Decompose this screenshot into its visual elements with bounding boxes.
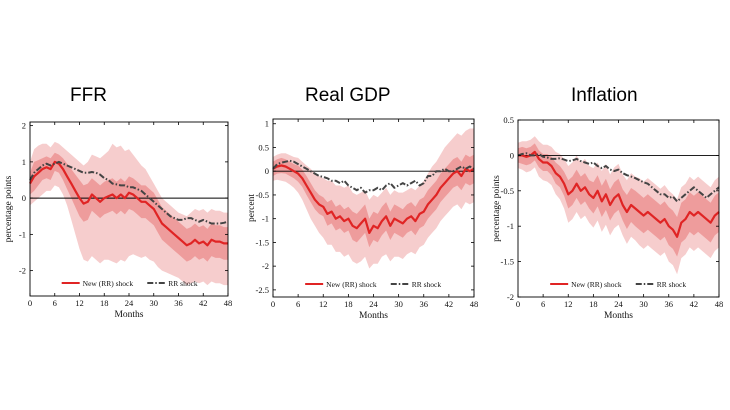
ffr-x-tick-label: 12 — [75, 298, 84, 308]
inflation-x-tick-label: 24 — [614, 299, 623, 309]
inflation-y-tick-label: -1.5 — [501, 257, 514, 267]
inflation-x-tick-label: 42 — [690, 299, 699, 309]
inflation-legend-label-new-rr-shock: New (RR) shock — [571, 280, 622, 289]
inflation-y-tick-label: -2 — [507, 292, 514, 302]
ffr-inner-confidence-band — [30, 152, 228, 262]
ffr-y-tick-label: -2 — [19, 266, 26, 276]
ffr-y-tick-label: 1 — [22, 157, 26, 167]
real-gdp-y-tick-label: -1 — [262, 214, 269, 224]
inflation-y-axis-label: percentage points — [492, 175, 502, 242]
ffr-x-axis-label: Months — [114, 310, 143, 320]
real-gdp-y-axis-label: percent — [247, 194, 257, 222]
ffr-y-tick-label: -1 — [19, 229, 26, 239]
inflation-x-tick-label: 30 — [639, 299, 648, 309]
real-gdp-y-tick-label: -1.5 — [256, 237, 269, 247]
real-gdp-y-tick-label: -2 — [262, 261, 269, 271]
real-gdp-y-tick-label: 0.5 — [258, 142, 269, 152]
real-gdp-x-tick-label: 30 — [394, 299, 403, 309]
inflation-legend-label-rr-shock: RR shock — [657, 280, 687, 289]
ffr-x-tick-label: 24 — [125, 298, 134, 308]
real-gdp-y-tick-label: -0.5 — [256, 190, 269, 200]
inflation-series-new-rr-shock — [518, 150, 720, 238]
inflation-x-tick-label: 12 — [564, 299, 573, 309]
real-gdp-y-tick-label: 1 — [265, 119, 269, 129]
inflation-x-tick-label: 48 — [715, 299, 724, 309]
inflation-panel-title: Inflation — [571, 85, 638, 106]
ffr-legend-label-rr-shock: RR shock — [168, 279, 198, 288]
ffr-y-tick-label: 2 — [22, 121, 26, 131]
inflation-x-axis-label: Months — [604, 311, 633, 321]
real-gdp-x-tick-label: 18 — [344, 299, 353, 309]
ffr-legend-label-new-rr-shock: New (RR) shock — [83, 279, 134, 288]
inflation-x-tick-label: 18 — [589, 299, 598, 309]
inflation-y-tick-label: -1 — [507, 221, 514, 231]
real-gdp-y-tick-label: 0 — [265, 166, 269, 176]
inflation-inner-confidence-band — [518, 143, 719, 257]
real-gdp-series-new-rr-shock — [272, 164, 475, 234]
real-gdp-legend-label-new-rr-shock: New (RR) shock — [326, 280, 377, 289]
real-gdp-inner-confidence-band — [273, 154, 474, 248]
inflation-series-rr-shock — [517, 152, 720, 203]
ffr-x-tick-label: 18 — [100, 298, 109, 308]
real-gdp-x-tick-label: 6 — [296, 299, 300, 309]
inflation-x-tick-label: 36 — [665, 299, 674, 309]
real-gdp-y-tick-label: -2.5 — [256, 285, 269, 295]
real-gdp-x-tick-label: 42 — [445, 299, 454, 309]
inflation-x-tick-label: 6 — [541, 299, 545, 309]
real-gdp-x-tick-label: 48 — [470, 299, 479, 309]
inflation-x-tick-label: 0 — [516, 299, 520, 309]
real-gdp-x-tick-label: 24 — [369, 299, 378, 309]
ffr-y-tick-label: 0 — [22, 193, 26, 203]
ffr-x-tick-label: 42 — [199, 298, 208, 308]
real-gdp-outer-confidence-band — [273, 128, 474, 269]
real-gdp-x-tick-label: 12 — [319, 299, 328, 309]
real-gdp-legend-label-rr-shock: RR shock — [412, 280, 442, 289]
ffr-x-tick-label: 6 — [53, 298, 57, 308]
inflation-y-tick-label: 0 — [510, 150, 514, 160]
inflation-y-tick-label: -0.5 — [501, 186, 514, 196]
real-gdp-x-tick-label: 36 — [420, 299, 429, 309]
ffr-x-tick-label: 48 — [224, 298, 233, 308]
ffr-x-tick-label: 0 — [28, 298, 32, 308]
ffr-y-axis-label: percentage points — [4, 175, 14, 242]
ffr-series-new-rr-shock — [29, 160, 228, 247]
real-gdp-series-rr-shock — [272, 159, 475, 194]
ffr-x-tick-label: 36 — [174, 298, 183, 308]
real-gdp-x-axis-label: Months — [359, 311, 388, 321]
ffr-panel-title: FFR — [70, 85, 107, 106]
ffr-x-tick-label: 30 — [150, 298, 159, 308]
inflation-y-tick-label: 0.5 — [503, 115, 514, 125]
real-gdp-panel-title: Real GDP — [305, 85, 391, 106]
real-gdp-x-tick-label: 0 — [271, 299, 275, 309]
